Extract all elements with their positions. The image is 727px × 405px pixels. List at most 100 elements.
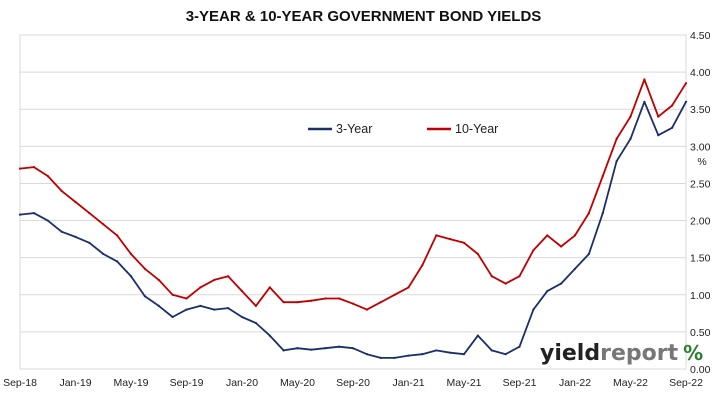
data-point [129, 275, 133, 278]
series-lines [18, 78, 688, 359]
x-tick-label: May-22 [613, 377, 648, 389]
data-point [657, 115, 660, 118]
data-point [504, 282, 507, 285]
data-point [643, 78, 646, 81]
x-tick-label: May-20 [280, 377, 315, 389]
legend: 3-Year 10-Year [308, 122, 498, 136]
data-point [587, 252, 590, 256]
data-point [116, 260, 119, 263]
data-point [629, 115, 632, 118]
data-point [240, 315, 244, 319]
data-point [365, 308, 368, 311]
data-point [268, 334, 271, 337]
series-10-year [18, 78, 688, 311]
data-point [462, 241, 466, 244]
data-point [365, 353, 368, 356]
x-tick-label: May-21 [446, 377, 481, 389]
data-point [102, 223, 105, 226]
data-point [518, 345, 521, 348]
data-point [490, 349, 493, 352]
data-point [615, 137, 618, 141]
data-point [407, 354, 410, 357]
x-tick-label: Sep-21 [503, 377, 537, 389]
x-tick-label: Jan-19 [59, 377, 91, 389]
data-point [88, 241, 91, 244]
data-point [518, 275, 521, 278]
svg-text:yieldreport%: yieldreport% [540, 341, 703, 366]
x-axis: Sep-18 Jan-19 May-19 Sep-19 Jan-20 May-20 Sep-… [3, 377, 703, 389]
x-tick-label: Jan-21 [392, 377, 424, 389]
data-point [213, 308, 216, 311]
data-point [143, 295, 146, 298]
data-point [684, 100, 688, 103]
data-point [296, 301, 299, 304]
data-point [504, 353, 507, 356]
data-point [421, 353, 424, 356]
data-point [671, 126, 674, 129]
data-point [254, 304, 257, 308]
data-point [310, 348, 313, 351]
data-point [199, 304, 202, 308]
data-point [18, 167, 22, 170]
data-point [227, 275, 230, 278]
gridlines [20, 34, 686, 370]
data-point [74, 235, 77, 238]
data-point [213, 278, 216, 282]
data-point [393, 293, 396, 296]
x-tick-label: Jan-22 [559, 377, 591, 389]
x-tick-label: Sep-19 [170, 377, 204, 389]
y-axis-label: % [697, 156, 706, 168]
x-tick-label: Sep-18 [3, 377, 37, 389]
data-point [324, 297, 327, 300]
data-point [143, 267, 146, 270]
data-point [601, 174, 604, 178]
chart-title: 3-YEAR & 10-YEAR GOVERNMENT BOND YIELDS [185, 8, 542, 25]
series-line [19, 100, 687, 359]
data-point [338, 345, 341, 348]
data-point [310, 299, 313, 302]
data-point [407, 286, 410, 289]
data-point [573, 267, 577, 270]
y-axis: 0.00 0.50 1.00 1.50 2.00 2.50 3.00 3.50 4.00 4.50… [690, 30, 711, 376]
data-point [379, 356, 382, 359]
y-tick-label: 3.00 [690, 141, 711, 153]
data-point [560, 245, 563, 248]
data-point [671, 104, 674, 107]
data-point [282, 301, 285, 304]
data-point [351, 347, 355, 350]
data-point [240, 289, 244, 293]
x-tick-label: Sep-22 [669, 377, 703, 389]
data-point [32, 166, 35, 169]
data-point [379, 301, 382, 304]
data-point [46, 219, 49, 222]
y-tick-label: 0.50 [690, 327, 711, 339]
y-tick-label: 1.00 [690, 290, 711, 302]
data-point [254, 321, 257, 325]
data-point [476, 252, 479, 256]
data-point [88, 212, 91, 215]
data-point [532, 308, 535, 311]
data-point [324, 347, 327, 350]
data-point [227, 307, 230, 310]
data-point [157, 278, 160, 282]
data-point [338, 297, 341, 300]
data-point [546, 289, 549, 293]
data-point [449, 238, 452, 241]
data-point [587, 212, 590, 215]
data-point [573, 234, 577, 237]
data-point [185, 297, 188, 300]
plot-area [19, 34, 687, 370]
data-point [449, 351, 452, 354]
data-point [129, 252, 133, 256]
data-point [116, 234, 119, 237]
data-point [74, 200, 77, 204]
data-point [351, 302, 355, 305]
x-tick-label: May-19 [113, 377, 148, 389]
data-point [435, 349, 438, 352]
data-point [171, 315, 174, 319]
data-point [629, 137, 632, 141]
legend-label: 3-Year [336, 122, 372, 136]
data-point [199, 286, 202, 289]
series-3-year [18, 100, 688, 359]
